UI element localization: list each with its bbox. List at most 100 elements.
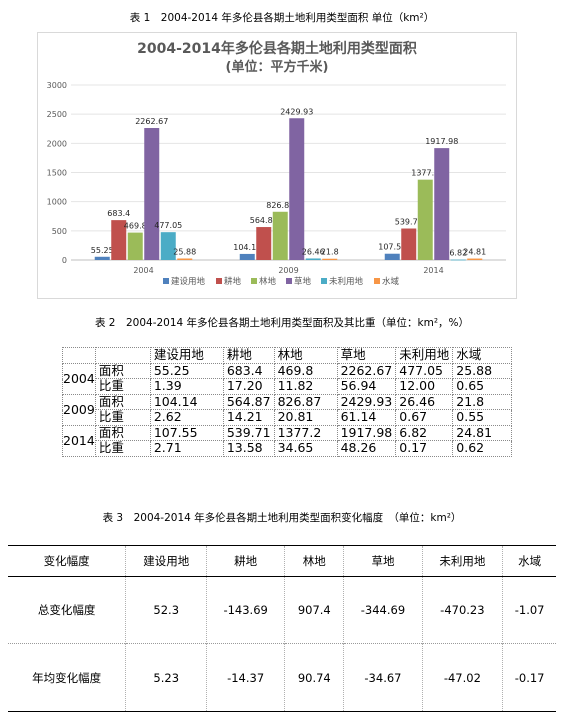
area-change-table: 变化幅度 建设用地 耕地 林地 草地 未利用地 水域 总变化幅度 52.3 -143.69 907.… bbox=[8, 545, 556, 712]
y-tick-label: 2500 bbox=[47, 110, 67, 119]
data-label: 1917.98 bbox=[425, 137, 458, 146]
data-label: 107.55 bbox=[378, 243, 406, 252]
table2-value-cell: 0.55 bbox=[452, 409, 513, 426]
data-label: 477.05 bbox=[154, 221, 182, 230]
table2-metric-cell: 面积 bbox=[94, 362, 151, 379]
x-tick-label: 2009 bbox=[278, 266, 298, 275]
table2-value-cell: 56.94 bbox=[336, 378, 397, 395]
legend-swatch bbox=[321, 278, 327, 284]
data-label: 104.14 bbox=[233, 243, 261, 252]
table2-value-cell: 0.62 bbox=[452, 440, 513, 457]
table2-metric-cell: 比重 bbox=[94, 378, 151, 395]
table2-value-cell: 6.82 bbox=[395, 424, 454, 441]
data-label: 55.25 bbox=[91, 246, 114, 255]
table2-value-cell: 13.58 bbox=[222, 440, 275, 457]
bar-2004-1 bbox=[111, 220, 127, 260]
bar-2014-3 bbox=[434, 148, 450, 260]
bar-2009-5 bbox=[322, 258, 338, 260]
table3-value-cell: -47.02 bbox=[421, 643, 503, 712]
table2-header-cell: 水域 bbox=[452, 347, 513, 364]
y-tick-label: 3000 bbox=[47, 81, 67, 90]
table2-value-cell: 12.00 bbox=[395, 378, 454, 395]
legend-entry: 草地 bbox=[294, 276, 312, 287]
bar-2014-4 bbox=[450, 259, 466, 261]
y-tick-label: 0 bbox=[62, 256, 67, 265]
table2-value-cell: 17.20 bbox=[222, 378, 275, 395]
table3-row-label: 总变化幅度 bbox=[8, 576, 126, 644]
data-label: 469.8 bbox=[124, 222, 147, 231]
table2-value-cell: 683.4 bbox=[222, 362, 275, 379]
table2-corner-cell bbox=[94, 347, 151, 364]
table2-year-cell: 2009 bbox=[62, 393, 96, 426]
legend-swatch bbox=[286, 278, 292, 284]
table2-row: 比重 1.39 17.20 11.82 56.94 12.00 0.65 bbox=[63, 378, 513, 395]
table2-value-cell: 1917.98 bbox=[336, 424, 397, 441]
x-tick-label: 2004 bbox=[133, 266, 153, 275]
data-label: 2429.93 bbox=[280, 107, 313, 116]
table2-value-cell: 0.67 bbox=[395, 409, 454, 426]
table2-value-cell: 25.88 bbox=[452, 362, 513, 379]
data-label: 24.81 bbox=[463, 248, 486, 257]
table2-value-cell: 564.87 bbox=[222, 393, 275, 410]
land-use-bar-chart: 2004-2014年多伦县各期土地利用类型面积 (单位：平方千米) 0 500 1000… bbox=[37, 32, 517, 299]
table2-value-cell: 107.55 bbox=[149, 424, 224, 441]
bar-2014-0 bbox=[384, 253, 400, 260]
table2-header-row: 建设用地 耕地 林地 草地 未利用地 水域 bbox=[62, 347, 513, 364]
table2-row: 2004 面积 55.25 683.4 469.8 2262.67 477.05 25.88 bbox=[62, 362, 513, 395]
table3-value-cell: -344.69 bbox=[343, 576, 422, 644]
table2-value-cell: 14.21 bbox=[222, 409, 275, 426]
y-tick-label: 500 bbox=[52, 227, 67, 236]
bar-2014-2 bbox=[417, 179, 433, 260]
table2-value-cell: 26.46 bbox=[395, 393, 454, 410]
bar-2009-2 bbox=[272, 211, 288, 260]
table2-row: 2009 面积 104.14 564.87 826.87 2429.93 26.46 21.8 bbox=[62, 393, 513, 426]
table2-value-cell: 21.8 bbox=[452, 393, 513, 410]
table1-caption: 表 1 2004-2014 年多伦县各期土地利用类型面积 单位（km²） bbox=[129, 12, 435, 24]
table2-year-cell: 2014 bbox=[62, 424, 96, 457]
bar-2009-0 bbox=[239, 253, 255, 260]
table3-value-cell: -0.17 bbox=[502, 643, 556, 712]
table2-value-cell: 48.26 bbox=[336, 440, 397, 457]
data-label: 6.82 bbox=[449, 249, 467, 258]
table3-header-cell: 建设用地 bbox=[125, 545, 207, 577]
table3-header-row: 变化幅度 建设用地 耕地 林地 草地 未利用地 水域 bbox=[8, 545, 556, 577]
chart-title: 2004-2014年多伦县各期土地利用类型面积 bbox=[137, 40, 417, 57]
y-tick-label: 1000 bbox=[47, 198, 67, 207]
legend-swatch bbox=[163, 278, 169, 284]
bar-2004-4 bbox=[160, 232, 176, 260]
table2-value-cell: 2.62 bbox=[149, 409, 224, 426]
bar-2009-1 bbox=[256, 227, 272, 260]
data-label: 826.87 bbox=[266, 201, 294, 210]
table2-value-cell: 55.25 bbox=[149, 362, 224, 379]
legend-swatch bbox=[374, 278, 380, 284]
table2-value-cell: 469.8 bbox=[273, 362, 338, 379]
table3-value-cell: -14.37 bbox=[206, 643, 285, 712]
y-tick-label: 2000 bbox=[47, 139, 67, 148]
table2-value-cell: 11.82 bbox=[273, 378, 338, 395]
table3-row: 年均变化幅度 5.23 -14.37 90.74 -34.67 -47.02 -0.17 bbox=[8, 643, 556, 712]
table3-value-cell: 90.74 bbox=[284, 643, 344, 712]
table2-value-cell: 2.71 bbox=[149, 440, 224, 457]
table3-row: 总变化幅度 52.3 -143.69 907.4 -344.69 -470.23 -1.07 bbox=[8, 576, 556, 644]
table2-value-cell: 104.14 bbox=[149, 393, 224, 410]
table3-header-cell: 草地 bbox=[343, 545, 422, 577]
bar-2009-4 bbox=[305, 258, 321, 260]
chart-svg: 2004-2014年多伦县各期土地利用类型面积 (单位：平方千米) 0 500 1000… bbox=[47, 40, 506, 287]
bar-2014-5 bbox=[467, 258, 483, 260]
table2-caption: 表 2 2004-2014 年多伦县各期土地利用类型面积及其比重（单位：km²，… bbox=[94, 317, 470, 329]
table2-value-cell: 477.05 bbox=[395, 362, 454, 379]
x-tick-label: 2014 bbox=[423, 266, 443, 275]
table2-value-cell: 0.65 bbox=[452, 378, 513, 395]
table2-header-cell: 未利用地 bbox=[395, 347, 454, 364]
table2-row: 比重 2.62 14.21 20.81 61.14 0.67 0.55 bbox=[63, 409, 513, 426]
table3-value-cell: -143.69 bbox=[206, 576, 285, 644]
data-label: 25.88 bbox=[173, 247, 196, 256]
table3-header-cell: 变化幅度 bbox=[8, 545, 126, 577]
table2-value-cell: 34.65 bbox=[273, 440, 338, 457]
table3-value-cell: -34.67 bbox=[343, 643, 422, 712]
table3-value-cell: 5.23 bbox=[125, 643, 207, 712]
table2-value-cell: 539.71 bbox=[222, 424, 275, 441]
bar-2004-0 bbox=[94, 256, 110, 260]
legend-swatch bbox=[216, 278, 222, 284]
legend-entry: 耕地 bbox=[224, 276, 242, 287]
